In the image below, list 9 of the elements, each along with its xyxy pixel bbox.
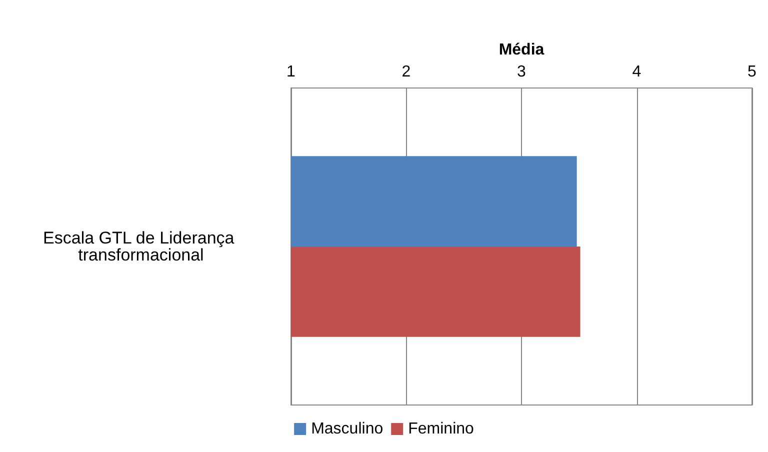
x-tick-label: 2 bbox=[402, 64, 411, 80]
legend-label: Feminino bbox=[408, 420, 474, 438]
x-tick-label: 1 bbox=[286, 64, 296, 80]
x-tick-label: 5 bbox=[748, 64, 757, 80]
y-tick-label: Escala GTL de Liderança transformacional bbox=[43, 228, 239, 264]
legend-label: Masculino bbox=[311, 420, 384, 438]
x-tick-label: 3 bbox=[517, 64, 526, 80]
x-tick-label: 4 bbox=[632, 64, 642, 80]
x-axis-title: Média bbox=[498, 42, 544, 58]
